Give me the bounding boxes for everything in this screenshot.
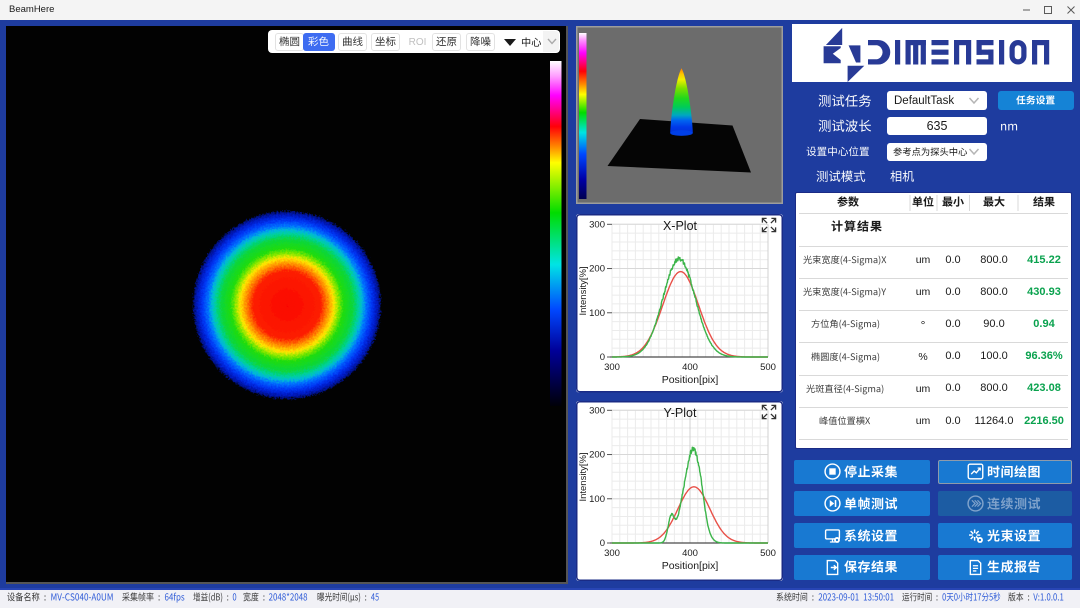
svg-text:500: 500 [760, 548, 776, 559]
svg-text:Intensity[%]: Intensity[%] [578, 266, 589, 315]
svg-text:Y-Plot: Y-Plot [664, 406, 697, 420]
svg-text:Position[pix]: Position[pix] [662, 374, 719, 386]
svg-text:0: 0 [600, 352, 605, 363]
svg-text:Intensity[%]: Intensity[%] [578, 452, 589, 501]
svg-text:300: 300 [589, 406, 605, 417]
svg-text:X-Plot: X-Plot [663, 219, 698, 233]
svg-text:200: 200 [589, 450, 605, 461]
svg-text:500: 500 [760, 362, 776, 373]
svg-text:400: 400 [682, 548, 698, 559]
svg-text:100: 100 [589, 494, 605, 505]
svg-text:100: 100 [589, 308, 605, 319]
svg-text:300: 300 [604, 362, 620, 373]
svg-text:200: 200 [589, 264, 605, 275]
svg-text:300: 300 [589, 220, 605, 231]
svg-text:400: 400 [682, 362, 698, 373]
svg-text:0: 0 [600, 538, 605, 549]
svg-text:Position[pix]: Position[pix] [662, 560, 719, 572]
svg-text:300: 300 [604, 548, 620, 559]
